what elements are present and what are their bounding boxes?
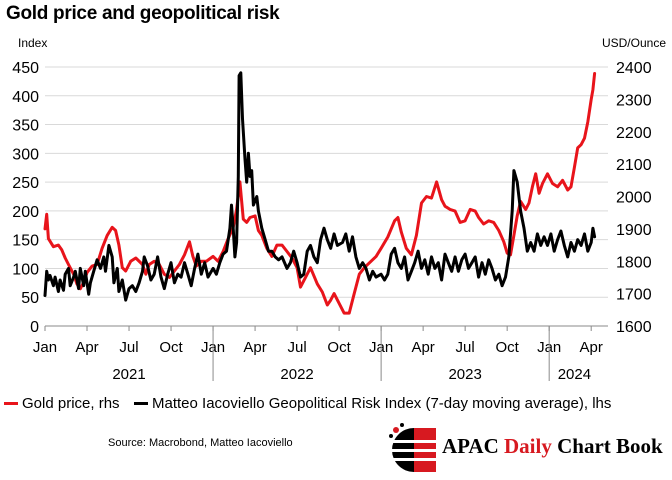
legend-item-gpr: Matteo Iacoviello Geopolitical Risk Inde…	[134, 395, 611, 412]
chart-plot: 0 50 100 150 200 250 300 350 400 450 1600 1700 1800 1…	[12, 36, 666, 383]
legend-swatch-gpr	[134, 401, 148, 405]
x-tick-label: Jul	[456, 339, 475, 356]
right-axis-label: USD/Ounce	[602, 36, 666, 50]
series-line-gold-price	[43, 72, 597, 315]
left-tick-label: 450	[12, 60, 39, 77]
x-tick-label: Jul	[287, 339, 306, 356]
year-label: 2021	[112, 366, 145, 383]
right-tick-label: 2200	[616, 125, 652, 142]
x-tick-label: Apr	[580, 339, 603, 356]
legend: Gold price, rhs Matteo Iacoviello Geopol…	[0, 395, 672, 415]
legend-label-gold: Gold price, rhs	[22, 395, 120, 412]
left-tick-label: 350	[12, 118, 39, 135]
brand-accent: Daily	[504, 434, 552, 458]
right-tick-label: 2400	[616, 60, 652, 77]
series-line-geopolitical-risk	[43, 71, 597, 302]
left-tick-label: 300	[12, 146, 39, 163]
right-tick-label: 1900	[616, 222, 652, 239]
brand-name: APAC Daily Chart Book	[442, 434, 663, 459]
left-tick-label: 100	[12, 261, 39, 278]
left-axis-label: Index	[18, 36, 47, 50]
year-label: 2024	[558, 366, 591, 383]
axes: 0 50 100 150 200 250 300 350 400 450 1600 1700 1800 1…	[12, 36, 666, 383]
legend-label-gpr: Matteo Iacoviello Geopolitical Risk Inde…	[152, 395, 612, 412]
x-tick-label: Oct	[327, 339, 351, 356]
right-tick-label: 1600	[616, 319, 652, 336]
left-tick-label: 0	[30, 319, 39, 336]
left-tick-label: 50	[21, 290, 39, 307]
x-tick-label: Oct	[495, 339, 519, 356]
x-tick-label: Jan	[33, 339, 57, 356]
right-tick-label: 2000	[616, 190, 652, 207]
brand-prefix: APAC	[442, 434, 505, 458]
right-tick-label: 1700	[616, 287, 652, 304]
year-label: 2022	[280, 366, 313, 383]
right-tick-label: 1800	[616, 254, 652, 271]
legend-swatch-gold	[4, 401, 18, 405]
x-tick-label: Apr	[411, 339, 434, 356]
x-tick-label: Apr	[243, 339, 266, 356]
right-tick-label: 2300	[616, 92, 652, 109]
x-tick-label: Jul	[119, 339, 138, 356]
legend-item-gold: Gold price, rhs	[4, 395, 120, 412]
left-tick-label: 250	[12, 175, 39, 192]
source-note: Source: Macrobond, Matteo Iacoviello	[108, 437, 293, 449]
brand-suffix: Chart Book	[551, 434, 663, 458]
series-lines	[43, 71, 597, 315]
brand-emblem-icon	[389, 423, 436, 472]
brand-logo: APAC Daily Chart Book	[388, 420, 668, 476]
x-tick-label: Apr	[75, 339, 98, 356]
right-tick-label: 2100	[616, 157, 652, 174]
left-tick-label: 150	[12, 233, 39, 250]
left-tick-label: 400	[12, 89, 39, 106]
year-label: 2023	[448, 366, 481, 383]
x-tick-label: Oct	[159, 339, 183, 356]
left-tick-label: 200	[12, 204, 39, 221]
chart-title: Gold price and geopolitical risk	[6, 3, 280, 24]
